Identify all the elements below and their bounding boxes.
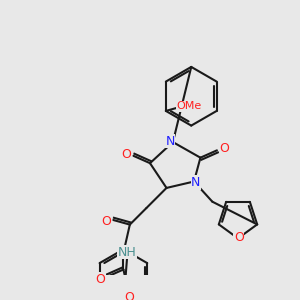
Text: NH: NH [118, 246, 136, 259]
Text: O: O [234, 231, 244, 244]
Text: O: O [121, 148, 131, 160]
Text: O: O [96, 273, 105, 286]
Text: O: O [101, 215, 111, 228]
Text: N: N [166, 135, 175, 148]
Text: O: O [124, 290, 134, 300]
Text: O: O [219, 142, 229, 155]
Text: N: N [191, 176, 200, 189]
Text: OMe: OMe [176, 101, 201, 111]
